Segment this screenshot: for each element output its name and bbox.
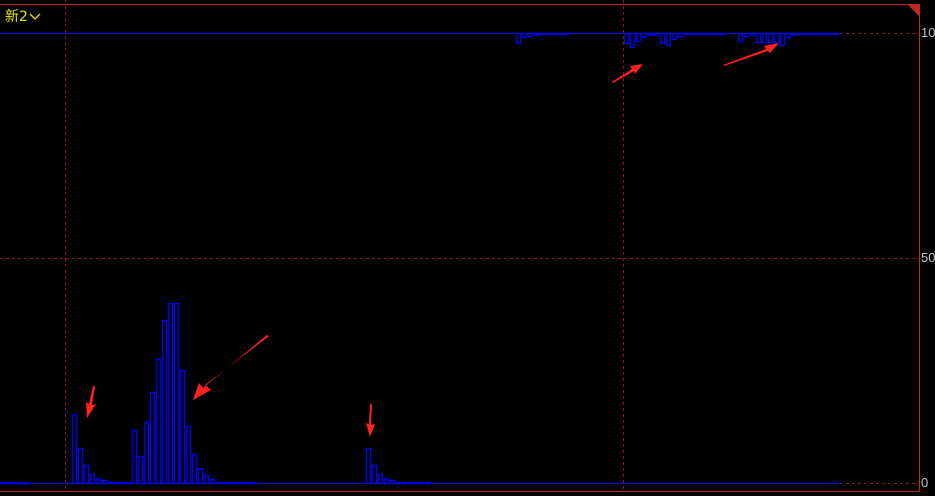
bar [203, 474, 210, 485]
red-arrow-annotation [366, 404, 375, 437]
bar [191, 454, 198, 485]
bar [161, 319, 168, 485]
red-arrow-annotation [612, 64, 643, 83]
bar-top [767, 32, 774, 44]
bar [149, 391, 156, 485]
indicator-name: 新2 [5, 9, 28, 25]
bar-top [623, 32, 630, 45]
bar [95, 477, 102, 485]
bar-top [659, 32, 666, 45]
bar-top [641, 32, 648, 39]
red-arrow-annotation [86, 386, 96, 418]
bar [197, 467, 204, 485]
bar-top [665, 32, 672, 47]
bar [71, 413, 78, 485]
bar [77, 447, 84, 485]
bar [143, 421, 150, 485]
bar [89, 473, 96, 485]
bar [173, 302, 180, 485]
red-arrow-annotation [193, 335, 269, 400]
chevron-down-icon [29, 13, 41, 20]
bar [83, 464, 90, 485]
bar-top [515, 32, 522, 45]
bar-top [761, 32, 768, 44]
y-tick-label: 10 [921, 25, 935, 40]
bar [131, 429, 138, 485]
bar-top [521, 32, 528, 39]
corner-marker [908, 5, 919, 16]
bar [185, 425, 192, 485]
bar [365, 447, 372, 485]
bar-top [779, 32, 786, 47]
bar-top [671, 32, 678, 40]
bar [137, 455, 144, 485]
bar-top [635, 32, 642, 43]
bar [377, 473, 384, 485]
red-arrow-annotation [723, 43, 779, 66]
bar [155, 358, 162, 485]
bar-top [773, 32, 780, 45]
y-tick-label: 50 [921, 250, 935, 265]
y-tick-label: 0 [921, 475, 929, 490]
bar-top [737, 32, 744, 43]
bar [371, 464, 378, 485]
bar-top [629, 32, 636, 49]
bar [209, 478, 216, 485]
bar-top [755, 32, 762, 44]
bar [167, 302, 174, 485]
bar [383, 477, 390, 485]
annotation-arrows [86, 43, 779, 437]
bar-top [785, 32, 792, 39]
indicator-selector[interactable]: 新2 [5, 6, 41, 26]
bar [179, 369, 186, 485]
